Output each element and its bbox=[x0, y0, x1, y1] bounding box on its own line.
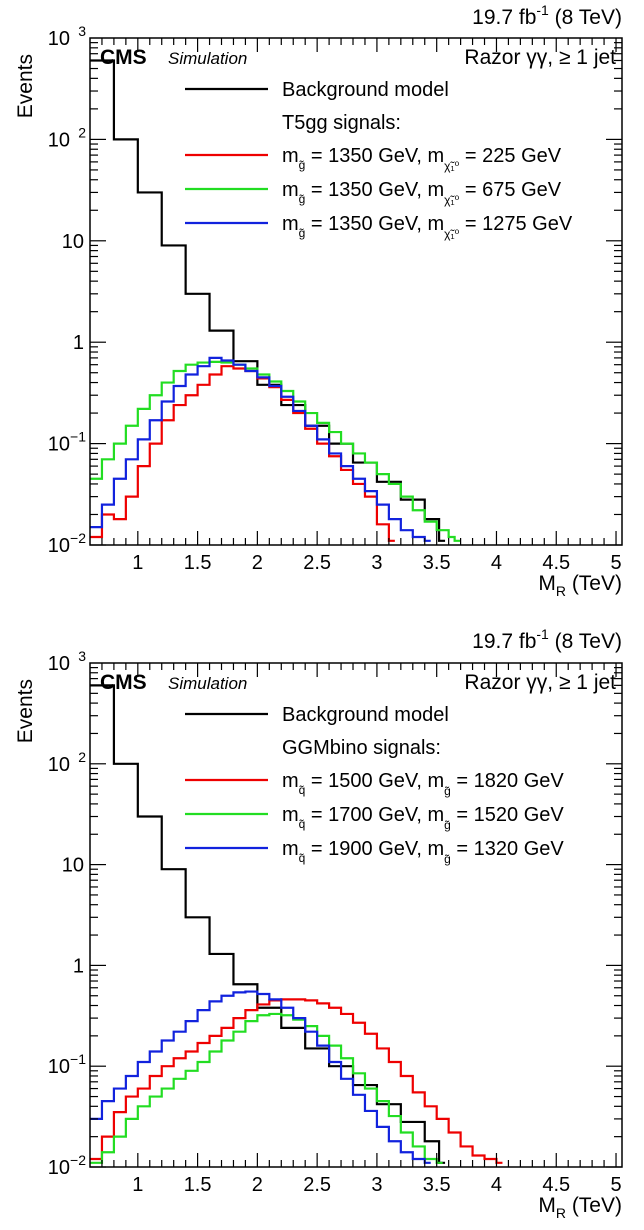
series-line-4 bbox=[90, 990, 431, 1164]
y-tick-label: 10 bbox=[48, 754, 70, 776]
x-tick-label: 2.5 bbox=[303, 1174, 331, 1196]
y-tick-exponent: −1 bbox=[70, 1051, 86, 1067]
x-tick-label: 3.5 bbox=[423, 552, 451, 574]
y-tick-label: 1 bbox=[73, 955, 84, 977]
y-tick-exponent: 3 bbox=[78, 23, 86, 39]
series-line-2 bbox=[90, 365, 395, 542]
legend-label: mq̃ = 1700 GeV, mg̃ = 1520 GeV bbox=[282, 804, 564, 832]
legend-header: T5gg signals: bbox=[282, 112, 401, 134]
cms-label: CMS bbox=[100, 46, 147, 69]
y-tick-label: 10 bbox=[48, 434, 70, 456]
y-tick-label: 10 bbox=[48, 28, 70, 50]
y-tick-exponent: 2 bbox=[78, 749, 86, 765]
x-axis-title: MR (TeV) bbox=[538, 572, 622, 599]
y-tick-exponent: −2 bbox=[70, 1152, 86, 1168]
lumi-label: 19.7 fb-1 (8 TeV) bbox=[472, 2, 622, 29]
legend-label: mq̃ = 1900 GeV, mg̃ = 1320 GeV bbox=[282, 838, 564, 866]
y-tick-exponent: −2 bbox=[70, 530, 86, 546]
y-tick-label: 10 bbox=[48, 653, 70, 675]
series-line-2 bbox=[90, 998, 503, 1164]
lumi-label: 19.7 fb-1 (8 TeV) bbox=[472, 626, 622, 653]
y-tick-label: 10 bbox=[62, 231, 84, 253]
series-line-3 bbox=[90, 1012, 443, 1164]
channel-label: Razor γγ, ≥ 1 jet bbox=[464, 671, 616, 694]
y-tick-label: 10 bbox=[48, 535, 70, 557]
x-tick-label: 4.5 bbox=[542, 1174, 570, 1196]
x-tick-label: 3 bbox=[371, 1174, 382, 1196]
y-tick-exponent: −1 bbox=[70, 429, 86, 445]
series-line-3 bbox=[90, 360, 461, 542]
series-line-4 bbox=[90, 356, 431, 542]
x-tick-label: 4 bbox=[491, 552, 502, 574]
y-tick-label: 10 bbox=[62, 855, 84, 877]
x-tick-label: 2.5 bbox=[303, 552, 331, 574]
cms-label: CMS bbox=[100, 671, 147, 694]
y-tick-exponent: 2 bbox=[78, 124, 86, 140]
x-tick-label: 1 bbox=[132, 552, 143, 574]
x-tick-label: 1.5 bbox=[184, 552, 212, 574]
y-axis-title: Events bbox=[14, 679, 37, 743]
x-tick-label: 1 bbox=[132, 1174, 143, 1196]
legend-label: mq̃ = 1500 GeV, mg̃ = 1820 GeV bbox=[282, 770, 564, 798]
y-tick-label: 10 bbox=[48, 1157, 70, 1179]
x-tick-label: 1.5 bbox=[184, 1174, 212, 1196]
legend-label: mg̃ = 1350 GeV, mχ̃₁⁰ = 675 GeV bbox=[282, 179, 562, 207]
x-tick-label: 3.5 bbox=[423, 1174, 451, 1196]
y-tick-exponent: 3 bbox=[78, 648, 86, 664]
y-tick-label: 10 bbox=[48, 129, 70, 151]
x-tick-label: 4.5 bbox=[542, 552, 570, 574]
x-tick-label: 3 bbox=[371, 552, 382, 574]
channel-label: Razor γγ, ≥ 1 jet bbox=[464, 46, 616, 69]
simulation-label: Simulation bbox=[168, 49, 247, 68]
x-tick-label: 2 bbox=[252, 552, 263, 574]
legend-label: Background model bbox=[282, 79, 449, 101]
legend-header: GGMbino signals: bbox=[282, 737, 441, 759]
y-tick-label: 10 bbox=[48, 1056, 70, 1078]
y-axis-title: Events bbox=[14, 54, 37, 118]
legend-label: Background model bbox=[282, 704, 449, 726]
x-tick-label: 5 bbox=[610, 1174, 621, 1196]
x-tick-label: 2 bbox=[252, 1174, 263, 1196]
plot-frame bbox=[89, 662, 623, 1168]
x-axis-title: MR (TeV) bbox=[538, 1194, 622, 1221]
legend-label: mg̃ = 1350 GeV, mχ̃₁⁰ = 1275 GeV bbox=[282, 213, 573, 241]
simulation-label: Simulation bbox=[168, 674, 247, 693]
x-tick-label: 5 bbox=[610, 552, 621, 574]
legend-label: mg̃ = 1350 GeV, mχ̃₁⁰ = 225 GeV bbox=[282, 145, 562, 173]
y-tick-label: 1 bbox=[73, 332, 84, 354]
plot-frame bbox=[89, 37, 623, 546]
x-tick-label: 4 bbox=[491, 1174, 502, 1196]
